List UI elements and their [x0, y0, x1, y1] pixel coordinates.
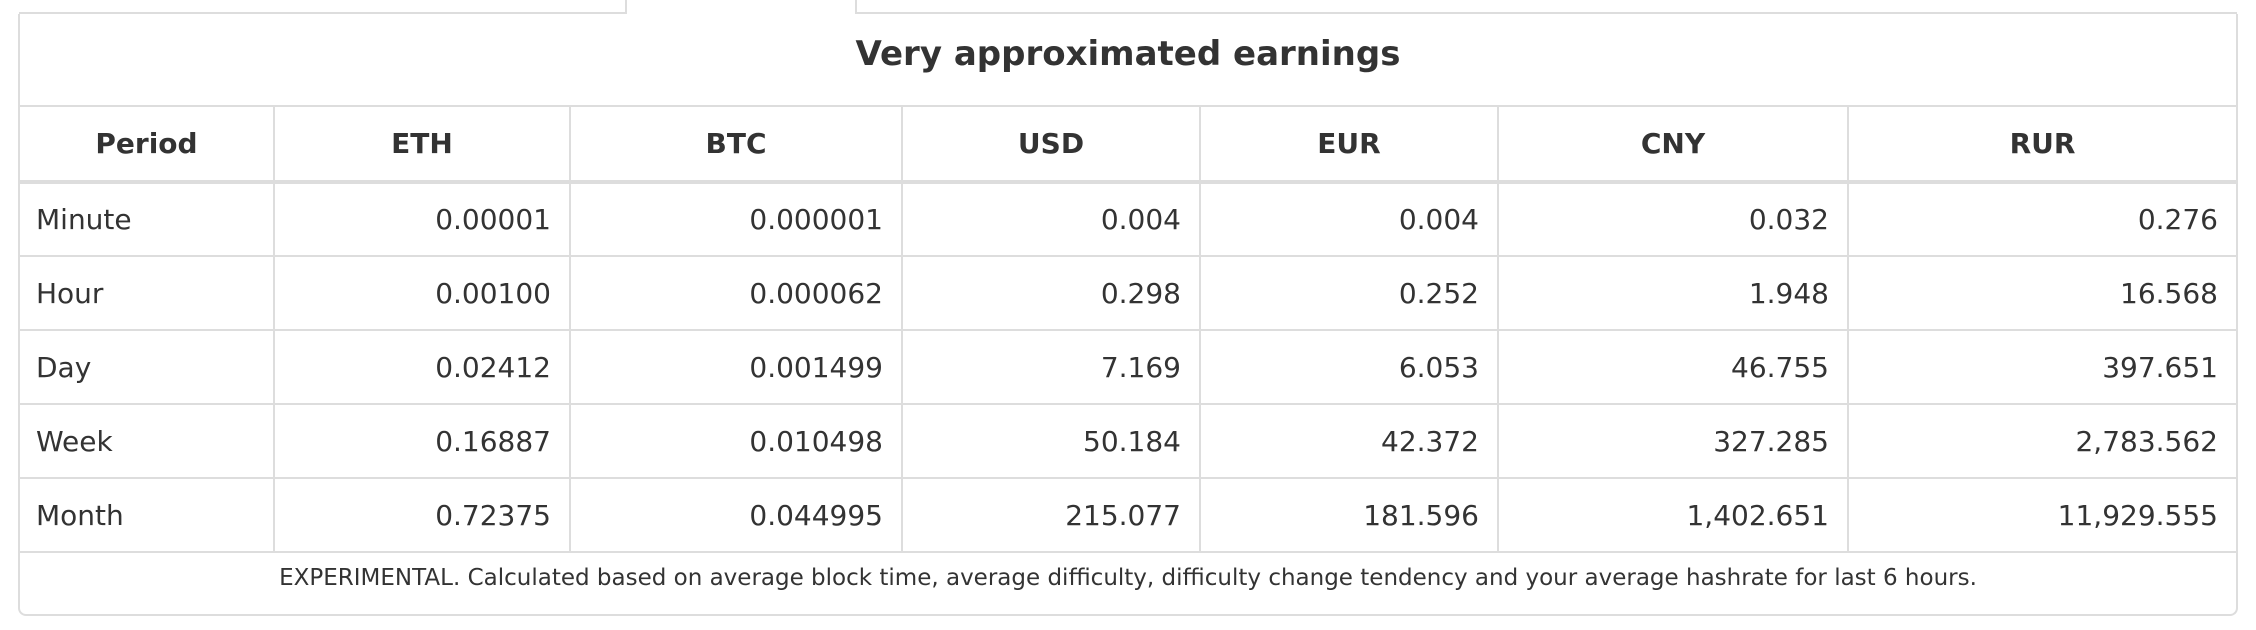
column-header-rur: RUR	[1847, 105, 2236, 184]
panel-title: Very approximated earnings	[855, 34, 1401, 74]
cny-cell: 1,402.651	[1497, 477, 1849, 553]
rur-cell: 397.651	[1847, 329, 2236, 405]
btc-cell: 0.000062	[569, 255, 903, 331]
column-header-period: Period	[20, 105, 275, 184]
period-cell: Minute	[20, 181, 275, 257]
rur-cell: 16.568	[1847, 255, 2236, 331]
btc-cell: 0.044995	[569, 477, 903, 553]
btc-cell: 0.000001	[569, 181, 903, 257]
usd-cell: 0.004	[901, 181, 1201, 257]
table-row: Month 0.72375 0.044995 215.077 181.596 1…	[20, 477, 2236, 553]
usd-cell: 7.169	[901, 329, 1201, 405]
header-row: Period ETH BTC USD EUR CNY RUR	[20, 105, 2236, 184]
period-cell: Hour	[20, 255, 275, 331]
usd-cell: 50.184	[901, 403, 1201, 479]
column-header-btc: BTC	[569, 105, 903, 184]
usd-cell: 0.298	[901, 255, 1201, 331]
eur-cell: 0.252	[1199, 255, 1499, 331]
period-cell: Day	[20, 329, 275, 405]
table-row: Minute 0.00001 0.000001 0.004 0.004 0.03…	[20, 181, 2236, 257]
cny-cell: 327.285	[1497, 403, 1849, 479]
usd-cell: 215.077	[901, 477, 1201, 553]
tab-strip	[0, 0, 2256, 16]
table-row: Week 0.16887 0.010498 50.184 42.372 327.…	[20, 403, 2236, 479]
earnings-table: Period ETH BTC USD EUR CNY RUR Minute 0.…	[20, 105, 2236, 553]
cny-cell: 46.755	[1497, 329, 1849, 405]
rur-cell: 11,929.555	[1847, 477, 2236, 553]
eth-cell: 0.72375	[273, 477, 571, 553]
rur-cell: 2,783.562	[1847, 403, 2236, 479]
column-header-cny: CNY	[1497, 105, 1849, 184]
period-cell: Week	[20, 403, 275, 479]
column-header-eur: EUR	[1199, 105, 1499, 184]
column-header-usd: USD	[901, 105, 1201, 184]
table-row: Day 0.02412 0.001499 7.169 6.053 46.755 …	[20, 329, 2236, 405]
tab-active[interactable]	[627, 0, 855, 14]
tab-next[interactable]	[855, 0, 2237, 14]
tab-previous[interactable]	[19, 0, 627, 14]
experimental-note: EXPERIMENTAL. Calculated based on averag…	[279, 565, 1977, 591]
earnings-panel: Very approximated earnings Period ETH BT…	[18, 14, 2238, 616]
eth-cell: 0.16887	[273, 403, 571, 479]
btc-cell: 0.001499	[569, 329, 903, 405]
eur-cell: 42.372	[1199, 403, 1499, 479]
rur-cell: 0.276	[1847, 181, 2236, 257]
eth-cell: 0.00001	[273, 181, 571, 257]
period-cell: Month	[20, 477, 275, 553]
cny-cell: 0.032	[1497, 181, 1849, 257]
eth-cell: 0.02412	[273, 329, 571, 405]
table-row: Hour 0.00100 0.000062 0.298 0.252 1.948 …	[20, 255, 2236, 331]
eur-cell: 6.053	[1199, 329, 1499, 405]
btc-cell: 0.010498	[569, 403, 903, 479]
eth-cell: 0.00100	[273, 255, 571, 331]
eur-cell: 181.596	[1199, 477, 1499, 553]
eur-cell: 0.004	[1199, 181, 1499, 257]
cny-cell: 1.948	[1497, 255, 1849, 331]
column-header-eth: ETH	[273, 105, 571, 184]
